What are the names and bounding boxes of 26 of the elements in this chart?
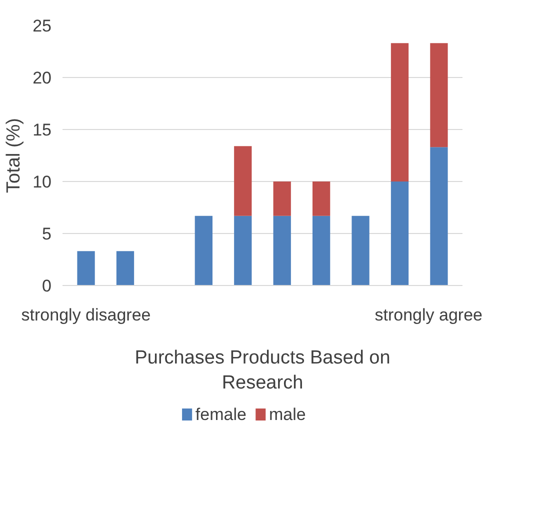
bar (390, 182, 409, 286)
bar (116, 251, 134, 286)
y-tick-label: 15 (32, 120, 52, 140)
bar (273, 182, 291, 216)
legend-label: female (195, 405, 246, 424)
bar (77, 251, 95, 286)
y-tick-label: 10 (32, 172, 52, 192)
bar (352, 216, 370, 286)
bar (390, 43, 409, 182)
y-tick-label: 20 (32, 68, 52, 88)
bar (312, 216, 330, 286)
x-axis-title: Purchases Products Based on Research (134, 348, 390, 394)
legend-label: male (268, 405, 306, 424)
x-tick-label: strongly agree (374, 306, 483, 324)
bar (234, 146, 252, 216)
y-tick-label: 25 (32, 16, 52, 36)
bar (194, 216, 212, 286)
bar (234, 216, 252, 286)
bar (430, 43, 448, 148)
y-tick-label: 5 (42, 224, 52, 244)
bar (312, 182, 330, 216)
y-axis-title: Total (%) (4, 118, 25, 193)
x-tick-label: strongly disagree (21, 306, 151, 324)
bar (430, 147, 448, 286)
bar (273, 216, 291, 286)
y-tick-label: 0 (42, 276, 52, 296)
